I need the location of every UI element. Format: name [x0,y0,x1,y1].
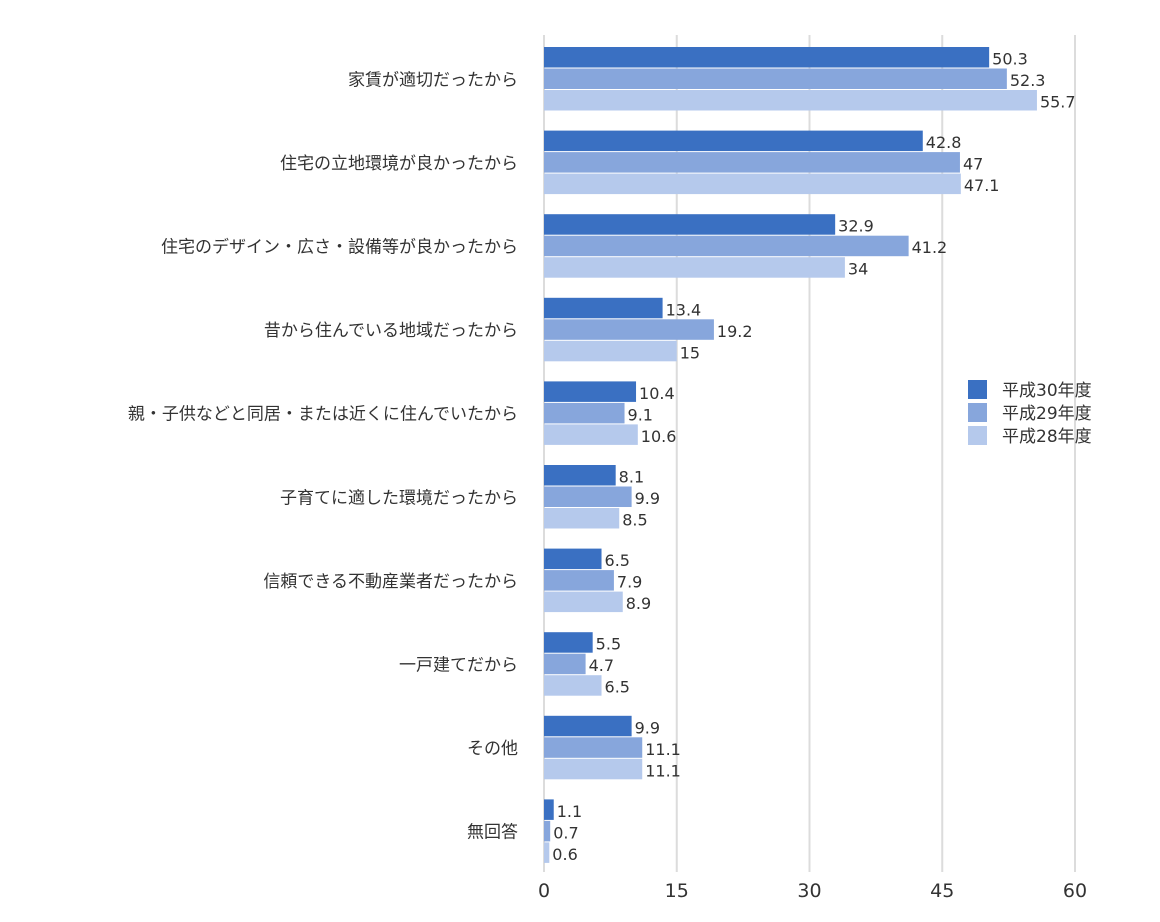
data-label: 9.9 [635,489,660,508]
data-label: 8.1 [619,468,644,487]
data-label: 10.4 [639,384,675,403]
bar [544,235,909,257]
bar [544,570,614,591]
data-label: 7.9 [617,573,642,592]
bars: 50.3 52.3 55.7 42.847 47.1 32.9 41.2 34 13.4 19.2… [544,47,1076,864]
bar [544,758,643,780]
data-label: 55.7 [1040,93,1076,112]
bar [544,47,990,68]
data-label: 6.5 [605,678,630,697]
legend-swatch [968,403,987,422]
bar [544,799,554,820]
category-label: 昔から住んでいる地域だったから [264,321,518,341]
data-label: 9.1 [628,405,653,424]
bar [544,257,845,278]
bar [544,508,620,529]
data-label: 32.9 [838,217,874,236]
x-tick-label: 15 [665,880,689,902]
data-label: 9.9 [635,718,660,737]
legend-label: 平成30年度 [1002,381,1092,401]
x-tick-label: 30 [797,880,821,902]
bar [544,486,632,507]
data-label: 11.1 [645,740,681,759]
data-label: 15 [680,343,700,362]
data-label: 47 [963,155,983,174]
data-label: 11.1 [645,761,681,780]
bar [544,173,961,195]
bar [544,319,714,340]
bar [544,214,836,235]
category-label: 信頼できる不動産業者だったから [263,572,518,592]
bar [544,591,623,613]
data-label: 1.1 [557,802,582,821]
data-label: 34 [848,260,868,279]
bar [544,820,551,842]
bar [544,68,1007,89]
legend-label: 平成29年度 [1002,404,1092,424]
category-label: 一戸建てだから [399,655,518,675]
data-label: 13.4 [666,300,702,319]
data-label: 8.9 [626,594,651,613]
bar [544,90,1037,111]
category-label: 住宅のデザイン・広さ・設備等が良かったから [161,236,518,257]
legend-swatch [968,426,987,445]
bar [544,737,643,758]
data-label: 19.2 [717,322,753,341]
bar [544,675,602,696]
data-label: 4.7 [589,656,614,675]
x-tick-label: 45 [930,880,954,902]
bar [544,340,677,362]
bar [544,297,663,319]
bar [544,653,586,675]
bar [544,381,637,402]
category-label: 無回答 [467,823,518,843]
data-label: 41.2 [912,238,948,257]
legend-swatch [968,380,987,399]
bar [544,632,593,653]
x-tick-label: 60 [1063,880,1087,902]
data-label: 0.7 [553,823,578,842]
category-labels: 家賃が適切だったから住宅の立地環境が良かったから住宅のデザイン・広さ・設備等が良… [128,70,518,842]
category-label: 親・子供などと同居・または近くに住んでいたから [128,405,518,425]
bar [544,424,638,445]
bar [544,402,625,424]
data-label: 10.6 [641,427,677,446]
data-label: 0.6 [552,845,577,864]
bar [544,465,616,486]
data-label: 52.3 [1010,71,1046,90]
data-label: 8.5 [622,511,647,530]
data-label: 47.1 [964,176,1000,195]
category-label: 住宅の立地環境が良かったから [280,154,518,174]
data-label: 5.5 [596,635,621,654]
x-axis-ticks: 0 15 30 45 60 [538,880,1087,902]
bar [544,548,602,570]
bar [544,130,923,152]
bar [544,715,632,737]
legend-label: 平成28年度 [1002,427,1092,447]
data-label: 42.8 [926,133,962,152]
category-label: 家賃が適切だったから [348,70,518,90]
category-label: 子育てに適した環境だったから [280,488,518,508]
bar [544,152,960,173]
data-label: 6.5 [605,551,630,570]
x-tick-label: 0 [538,880,550,902]
data-label: 50.3 [992,50,1028,69]
category-label: その他 [467,739,518,759]
bar [544,842,550,863]
